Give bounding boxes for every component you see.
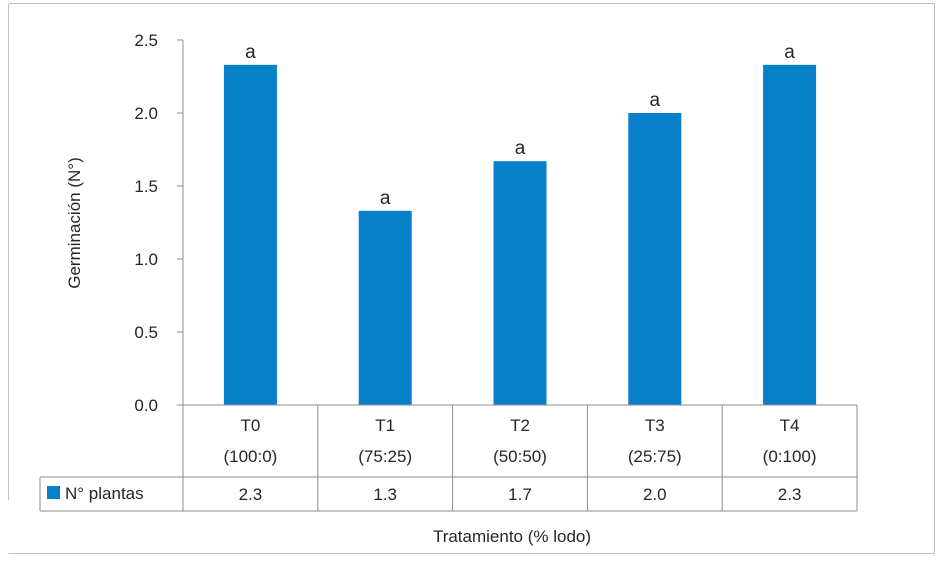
y-tick-label: 2.5 xyxy=(134,31,158,50)
significance-label: a xyxy=(245,42,256,63)
y-axis-label: Germinación (N°) xyxy=(65,157,84,289)
axes: 0.0 0.5 1.0 1.5 2.0 2.5 xyxy=(134,31,184,415)
data-table-value: 2.0 xyxy=(643,485,667,504)
data-table: T0 (100:0) T1 (75:25) T2 (50:50) T3 (25:75) T4 (0… xyxy=(39,404,858,512)
legend-swatch xyxy=(47,486,60,499)
y-tick-label: 0.0 xyxy=(134,396,158,415)
x-tick-label: T1 xyxy=(375,416,395,435)
x-axis-label: Tratamiento (% lodo) xyxy=(433,527,591,546)
bar xyxy=(493,161,547,405)
x-tick-sublabel: (0:100) xyxy=(763,447,817,466)
significance-label: a xyxy=(784,42,795,63)
x-tick-sublabel: (100:0) xyxy=(223,447,277,466)
bar xyxy=(358,210,412,405)
data-table-value: 2.3 xyxy=(239,485,263,504)
legend-label: N° plantas xyxy=(65,484,144,503)
chart-frame xyxy=(8,3,935,555)
y-tick-label: 1.0 xyxy=(134,250,158,269)
significance-label: a xyxy=(380,188,391,209)
x-tick-sublabel: (75:25) xyxy=(358,447,412,466)
y-tick-label: 1.5 xyxy=(134,177,158,196)
bar xyxy=(223,64,277,405)
significance-label: a xyxy=(515,138,526,159)
x-tick-sublabel: (25:75) xyxy=(628,447,682,466)
x-tick-label: T3 xyxy=(645,416,665,435)
x-tick-label: T0 xyxy=(240,416,260,435)
bar xyxy=(763,64,817,405)
x-tick-sublabel: (50:50) xyxy=(493,447,547,466)
bars: a a a a a xyxy=(223,42,817,405)
bar xyxy=(628,113,682,405)
significance-label: a xyxy=(650,90,661,111)
data-table-value: 2.3 xyxy=(778,485,802,504)
y-tick-label: 2.0 xyxy=(134,104,158,123)
x-tick-label: T4 xyxy=(780,416,800,435)
y-tick-label: 0.5 xyxy=(134,323,158,342)
x-tick-label: T2 xyxy=(510,416,530,435)
data-table-value: 1.7 xyxy=(508,485,532,504)
data-table-value: 1.3 xyxy=(373,485,397,504)
